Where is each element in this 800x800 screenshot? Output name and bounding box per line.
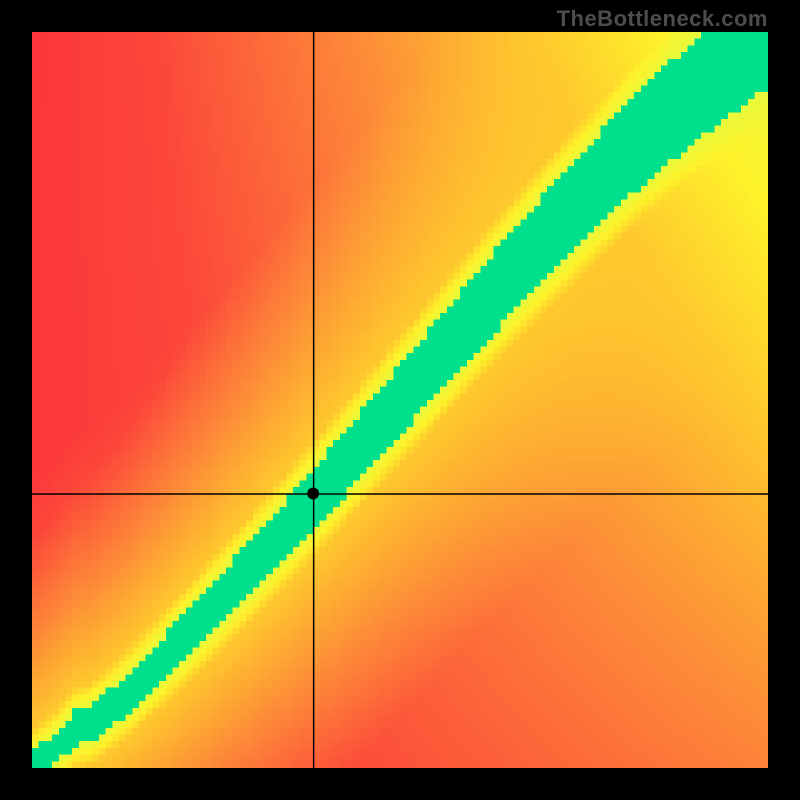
heatmap-overlay xyxy=(32,32,768,768)
heatmap-plot xyxy=(32,32,768,768)
chart-container: TheBottleneck.com xyxy=(0,0,800,800)
watermark-text: TheBottleneck.com xyxy=(557,6,768,32)
